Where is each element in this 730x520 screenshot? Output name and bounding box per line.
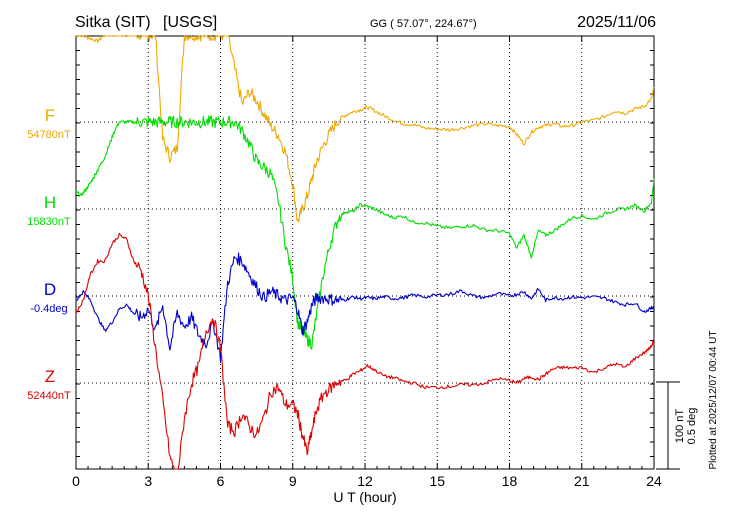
x-tick-label: 21: [574, 473, 590, 489]
source-label: [USGS]: [163, 14, 217, 31]
x-tick-label: 0: [72, 473, 80, 489]
x-tick-label: 18: [502, 473, 518, 489]
x-tick-label: 6: [217, 473, 225, 489]
x-tick-label: 12: [357, 473, 373, 489]
baseline-label-h: 15830nT: [27, 216, 71, 228]
series-line-f: [76, 35, 655, 223]
x-ticks: 0 3 6 9 12 15 18 21 24: [72, 36, 662, 489]
baseline-label-f: 54780nT: [27, 129, 71, 141]
scale-deg-label: 0.5 deg: [686, 408, 698, 445]
station-title: Sitka (SIT): [75, 14, 151, 31]
grid-lines: [76, 36, 654, 469]
series-label-f: F: [45, 106, 55, 125]
series-line-d: [75, 252, 655, 363]
plotted-note: Plotted at 2025/12/07 00:44 UT: [708, 331, 719, 470]
y-ticks: [76, 50, 654, 457]
x-tick-label: 9: [289, 473, 297, 489]
series-lines: [75, 35, 655, 470]
series-line-z: [75, 232, 655, 470]
baseline-label-d: -0.4deg: [30, 303, 67, 315]
series-label-d: D: [44, 280, 56, 299]
scale-nt-label: 100 nT: [674, 409, 686, 444]
series-label-h: H: [44, 193, 56, 212]
series-label-z: Z: [45, 367, 55, 386]
baseline-label-z: 52440nT: [27, 390, 71, 402]
date-label: 2025/11/06: [577, 14, 656, 31]
x-tick-label: 24: [646, 473, 662, 489]
x-axis-label: U T (hour): [333, 489, 396, 505]
x-tick-label: 15: [429, 473, 445, 489]
series-line-h: [75, 115, 655, 350]
coordinates-label: GG ( 57.07°, 224.67°): [370, 18, 477, 30]
x-tick-label: 3: [144, 473, 152, 489]
